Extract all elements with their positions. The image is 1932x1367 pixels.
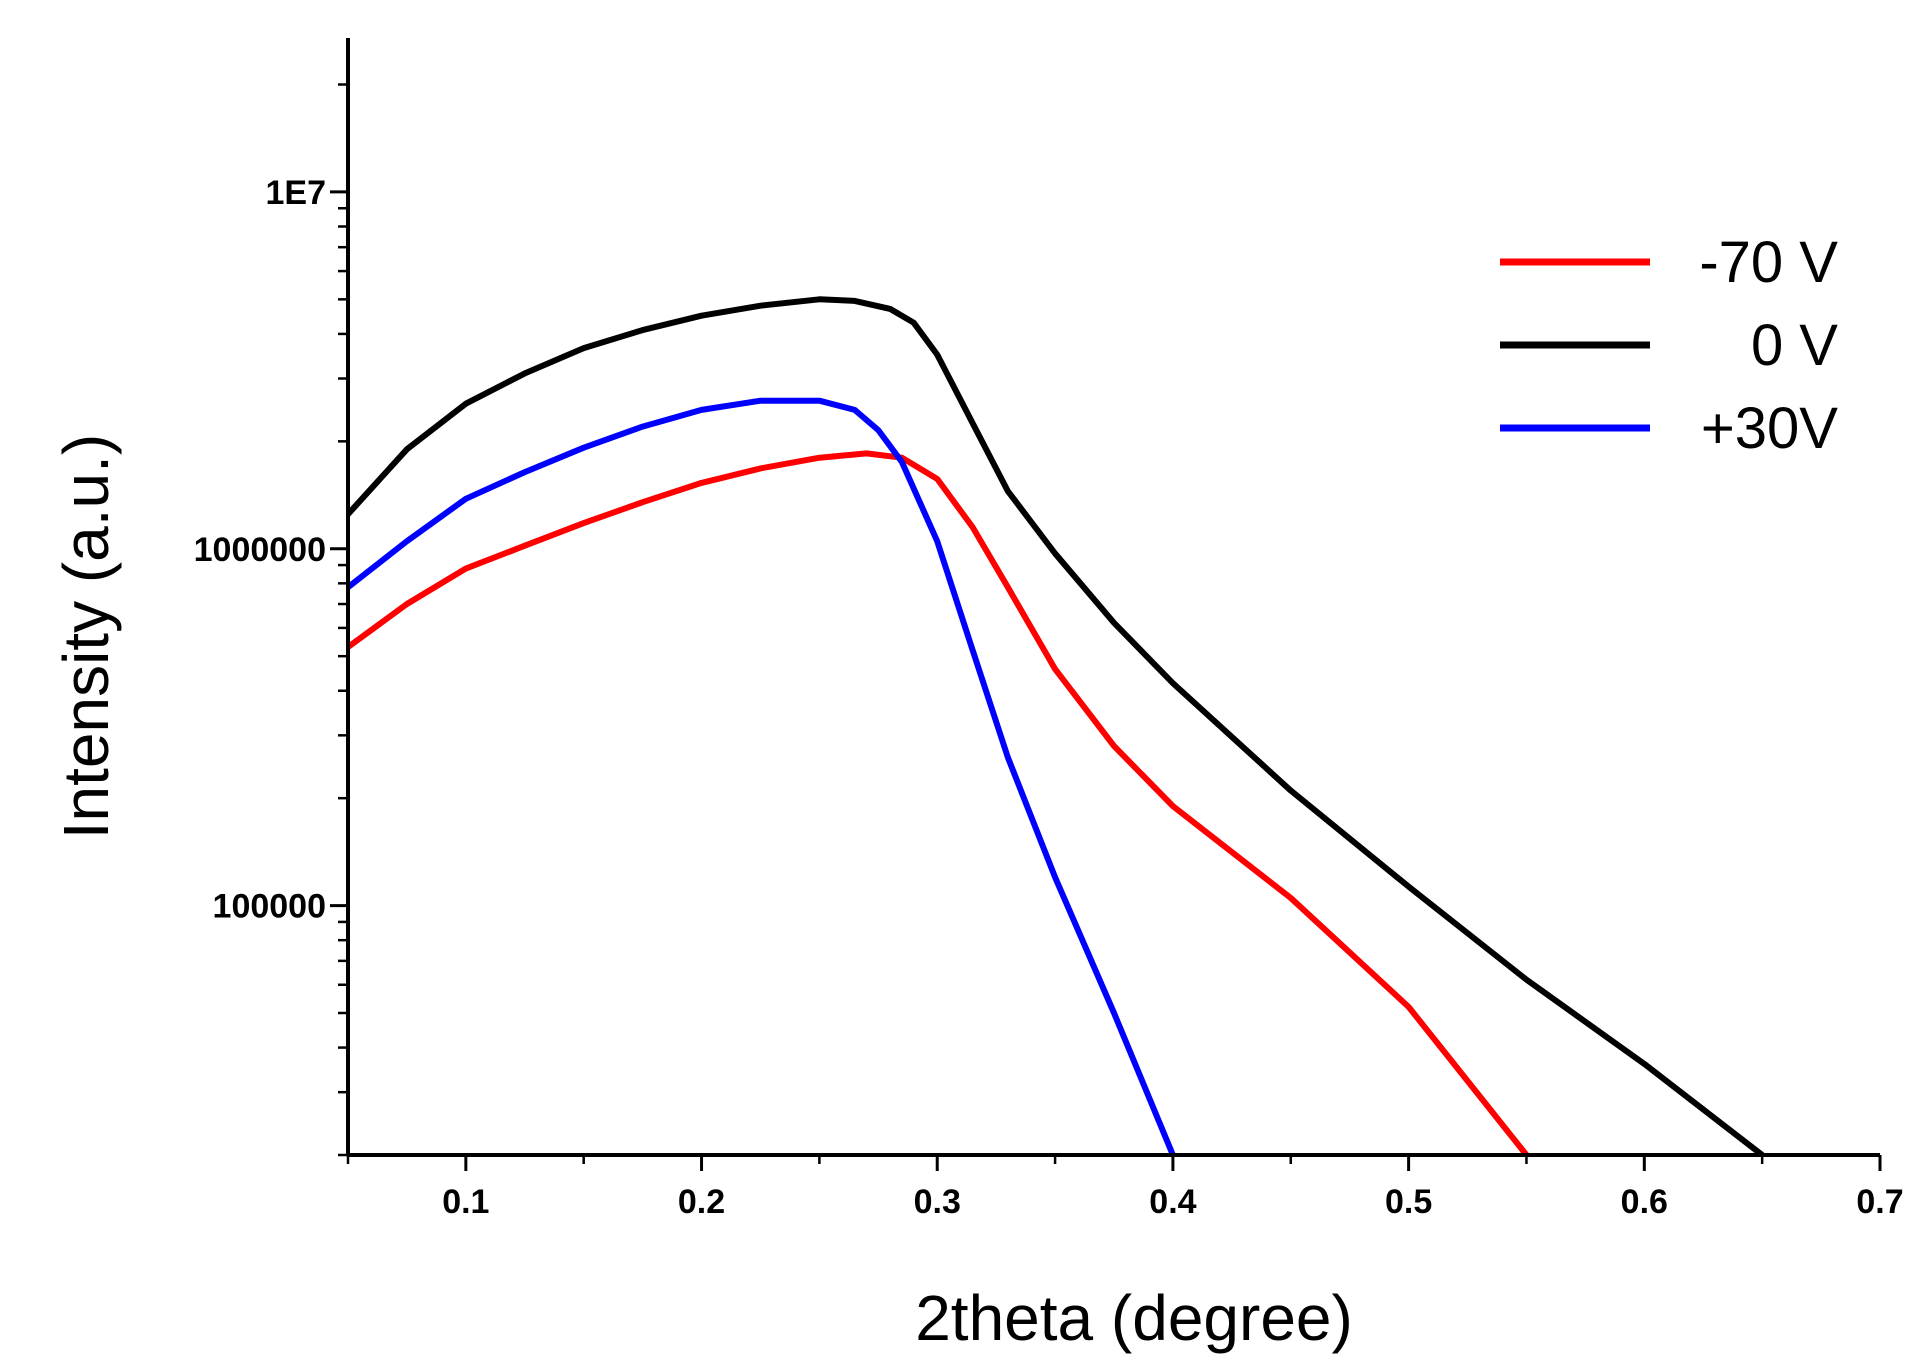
- x-tick-label: 0.3: [914, 1183, 961, 1221]
- x-axis-title: 2theta (degree): [915, 1282, 1353, 1354]
- x-tick-label: 0.6: [1621, 1183, 1668, 1221]
- legend: -70 V 0 V +30V: [1500, 230, 1838, 461]
- series-line-2: [348, 397, 1176, 1155]
- series-line-0: [348, 450, 1530, 1155]
- x-tick-label: 0.7: [1856, 1183, 1903, 1221]
- legend-label-0: -70 V: [1699, 230, 1838, 295]
- y-axis-title: Intensity (a.u.): [50, 434, 122, 840]
- legend-label-2: +30V: [1701, 396, 1838, 461]
- legend-label-1: 0 V: [1751, 313, 1838, 378]
- x-tick-label: 0.4: [1149, 1183, 1196, 1221]
- x-tick-label: 0.5: [1385, 1183, 1432, 1221]
- y-tick-label: 1E7: [266, 174, 327, 212]
- ticks-layer: 0.1 0.2 0.3 0.4 0.5 0.6 0.7 100000 1000000 1E7: [194, 83, 1904, 1221]
- series-layer: [348, 296, 1766, 1155]
- y-tick-label: 100000: [213, 888, 326, 926]
- x-tick-label: 0.1: [442, 1183, 489, 1221]
- x-tick-label: 0.2: [678, 1183, 725, 1221]
- axes-layer: [346, 38, 1880, 1157]
- y-tick-label: 1000000: [194, 531, 326, 569]
- series-line-1: [348, 296, 1766, 1155]
